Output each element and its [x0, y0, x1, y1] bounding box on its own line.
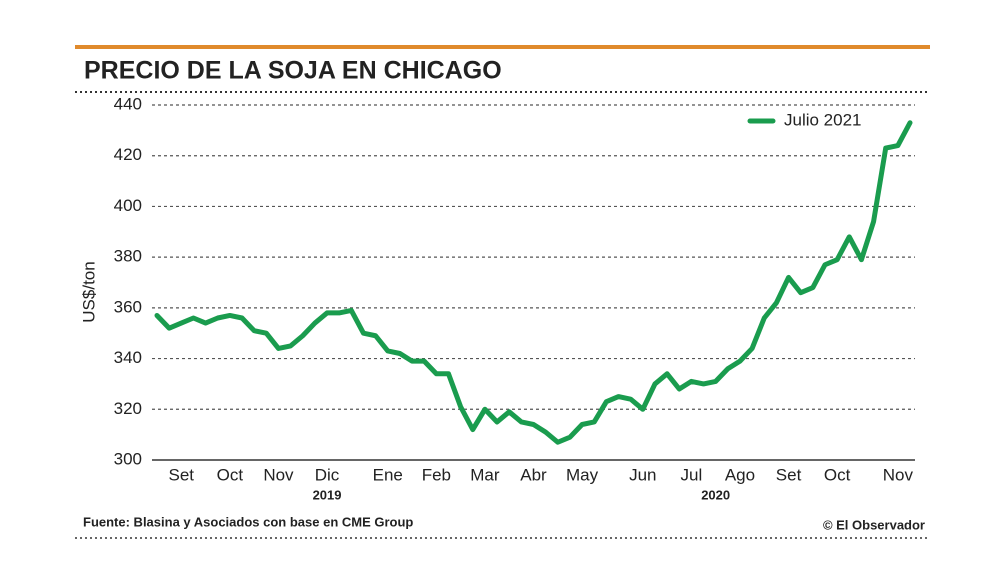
x-tick-label: May	[566, 465, 599, 484]
year-label: 2020	[701, 487, 730, 502]
x-tick-label: Abr	[520, 465, 547, 484]
line-series	[154, 120, 913, 445]
source: Fuente: Blasina y Asociados con base en …	[83, 514, 413, 529]
x-tick-label: Set	[776, 465, 802, 484]
y-tick-label: 360	[114, 297, 142, 316]
x-tick-label: Jul	[681, 465, 703, 484]
x-tick-label: Ago	[725, 465, 755, 484]
y-tick-label: 440	[114, 94, 142, 113]
credit: © El Observador	[823, 517, 925, 532]
x-tick-label: Jun	[629, 465, 656, 484]
y-tick-label: 320	[114, 399, 142, 418]
legend-label: Julio 2021	[784, 110, 862, 129]
y-axis-label: US$/ton	[79, 261, 98, 322]
x-tick-label: Ene	[373, 465, 403, 484]
x-tick-label: Nov	[883, 465, 914, 484]
x-tick-label: Feb	[422, 465, 451, 484]
x-tick-label: Oct	[824, 465, 851, 484]
x-tick-label: Oct	[217, 465, 244, 484]
year-label: 2019	[313, 487, 342, 502]
y-tick-label: 300	[114, 449, 142, 468]
y-tick-label: 400	[114, 196, 142, 215]
x-tick-label: Set	[169, 465, 195, 484]
y-tick-label: 340	[114, 348, 142, 367]
chart-title: PRECIO DE LA SOJA EN CHICAGO	[84, 57, 502, 85]
x-tick-label: Nov	[263, 465, 294, 484]
x-tick-label: Dic	[315, 465, 340, 484]
x-tick-label: Mar	[470, 465, 500, 484]
y-tick-label: 380	[114, 247, 142, 266]
y-tick-label: 420	[114, 145, 142, 164]
